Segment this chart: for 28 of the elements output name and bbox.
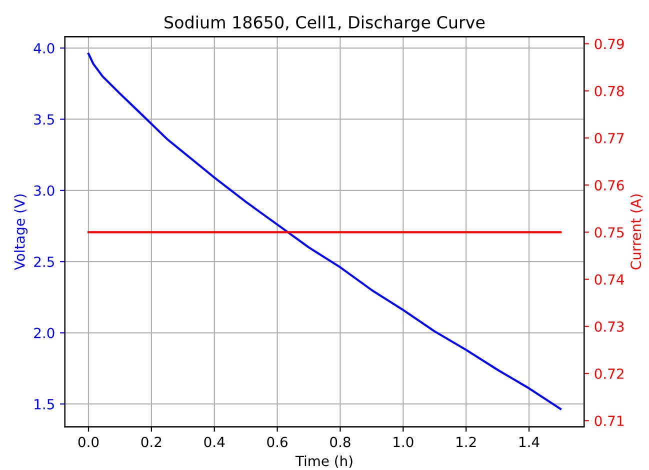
y2-axis-title: Current (A) [630, 194, 643, 270]
y2-tick-label: 0.71 [594, 416, 624, 426]
line-series [87, 52, 562, 410]
y-tick-label: 4.0 [34, 43, 54, 54]
x-tick-label: 1.2 [456, 436, 476, 448]
x-axis-title: Time (h) [295, 455, 352, 468]
y-tick-label: 2.5 [34, 256, 54, 268]
x-tick-label: 1.4 [520, 436, 540, 448]
x-tick-label: 0.2 [141, 436, 162, 448]
x-tick-label: 0.4 [204, 436, 225, 448]
y-axis-title: Voltage (V) [14, 194, 28, 270]
x-tick-label: 0.8 [330, 436, 350, 448]
x-tick-label: 1.0 [394, 436, 414, 448]
y2-tick-label: 0.77 [594, 132, 624, 144]
y2-tick-label: 0.78 [594, 86, 624, 96]
y-tick-label: 1.5 [34, 399, 54, 410]
x-tick-label: 0.0 [78, 436, 99, 448]
y2-tick-label: 0.75 [594, 227, 624, 238]
y2-tick-label: 0.79 [594, 38, 624, 50]
y2-tick-label: 0.76 [594, 180, 624, 191]
y2-tick-label: 0.73 [594, 321, 624, 332]
y-tick-label: 2.0 [34, 328, 54, 338]
y2-tick-label: 0.72 [594, 368, 624, 379]
y-tick-label: 3.5 [34, 114, 54, 125]
y-tick-label: 3.0 [34, 185, 54, 196]
y2-tick-label: 0.74 [594, 274, 624, 285]
x-tick-label: 0.6 [267, 436, 288, 448]
chart-title: Sodium 18650, Cell1, Discharge Curve [164, 16, 485, 32]
